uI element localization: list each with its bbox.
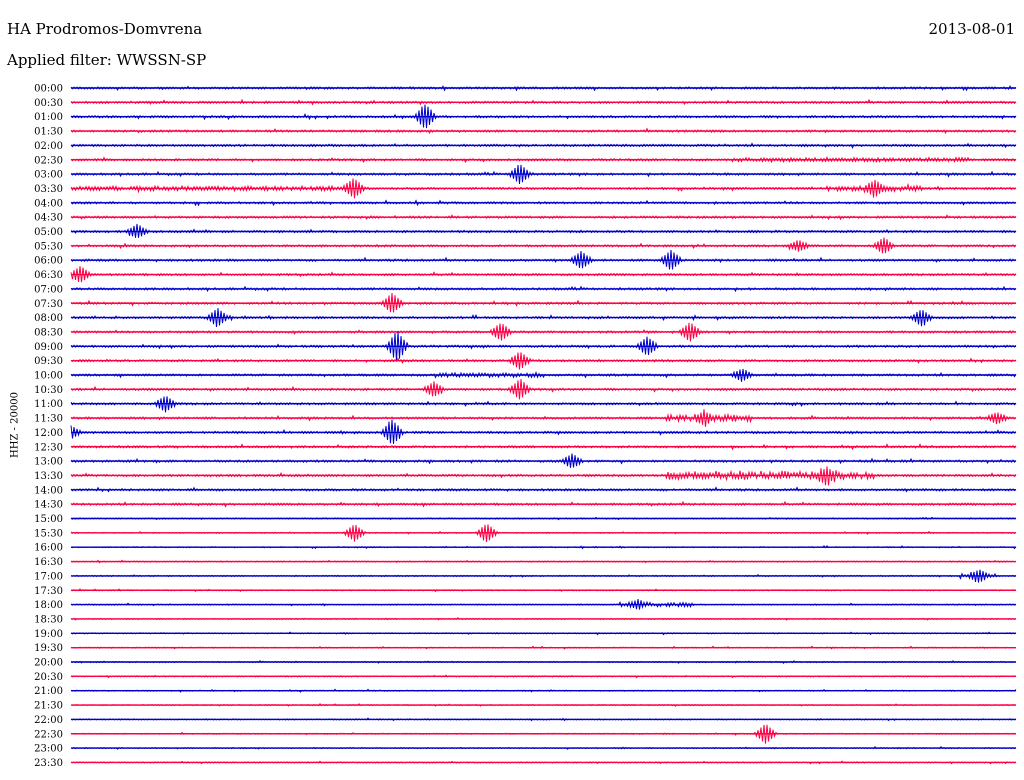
row-time-label: 14:00 — [34, 485, 63, 496]
station-title: HA Prodromos-Domvrena — [7, 20, 203, 38]
row-time-label: 12:30 — [34, 442, 63, 453]
row-time-label: 19:00 — [34, 629, 63, 640]
row-time-label: 16:00 — [34, 543, 63, 554]
row-time-label: 11:00 — [34, 399, 63, 410]
row-time-label: 08:30 — [34, 327, 63, 338]
row-time-label: 07:30 — [34, 299, 63, 310]
row-time-label: 04:00 — [34, 198, 63, 209]
row-time-label: 04:30 — [34, 213, 63, 224]
row-time-label: 19:30 — [34, 643, 63, 654]
row-time-label: 09:30 — [34, 356, 63, 367]
row-time-label: 15:30 — [34, 528, 63, 539]
trace-row — [70, 293, 1017, 313]
row-time-label: 03:30 — [34, 184, 63, 195]
row-time-label: 01:00 — [34, 112, 63, 123]
row-time-label: 00:00 — [34, 84, 63, 95]
trace-row — [70, 419, 1017, 444]
row-time-label: 06:00 — [34, 256, 63, 267]
row-time-label: 07:00 — [34, 284, 63, 295]
filter-label: Applied filter: WWSSN-SP — [7, 51, 207, 69]
row-time-label: 17:00 — [34, 571, 63, 582]
row-time-label: 17:30 — [34, 586, 63, 597]
row-time-label: 13:00 — [34, 457, 63, 468]
row-time-label: 10:30 — [34, 385, 63, 396]
row-time-label: 21:00 — [34, 686, 63, 697]
row-time-label: 12:00 — [34, 428, 63, 439]
trace-row — [70, 104, 1017, 129]
row-time-label: 18:30 — [34, 614, 63, 625]
row-time-label: 20:30 — [34, 672, 63, 683]
trace-row — [70, 214, 1017, 221]
trace-row — [70, 322, 1017, 342]
row-time-label: 13:30 — [34, 471, 63, 482]
row-time-label: 09:00 — [34, 342, 63, 353]
row-time-label: 08:00 — [34, 313, 63, 324]
row-time-label: 21:30 — [34, 701, 63, 712]
row-time-label: 03:00 — [34, 170, 63, 181]
row-time-label: 02:30 — [34, 155, 63, 166]
trace-row — [70, 466, 1017, 486]
trace-row — [70, 368, 1017, 382]
row-time-label: 00:30 — [34, 98, 63, 109]
time-labels: 00:00 00:30 01:00 01:30 02:00 02:30 03:00 03:30… — [34, 84, 63, 769]
row-time-label: 23:30 — [34, 758, 63, 769]
row-time-label: 11:30 — [34, 414, 63, 425]
row-time-label: 05:30 — [34, 241, 63, 252]
row-time-label: 18:00 — [34, 600, 63, 611]
row-time-label: 10:00 — [34, 371, 63, 382]
row-time-label: 16:30 — [34, 557, 63, 568]
row-time-label: 23:00 — [34, 744, 63, 755]
trace-group — [70, 84, 1017, 765]
row-time-label: 01:30 — [34, 127, 63, 138]
row-time-label: 22:30 — [34, 729, 63, 740]
row-time-label: 15:00 — [34, 514, 63, 525]
trace-row — [70, 178, 1017, 199]
record-date: 2013-08-01 — [928, 20, 1015, 38]
row-time-label: 05:00 — [34, 227, 63, 238]
row-time-label: 06:30 — [34, 270, 63, 281]
trace-row — [70, 453, 1017, 468]
row-time-label: 02:00 — [34, 141, 63, 152]
row-time-label: 14:30 — [34, 500, 63, 511]
row-time-label: 22:00 — [34, 715, 63, 726]
row-time-label: 20:00 — [34, 658, 63, 669]
